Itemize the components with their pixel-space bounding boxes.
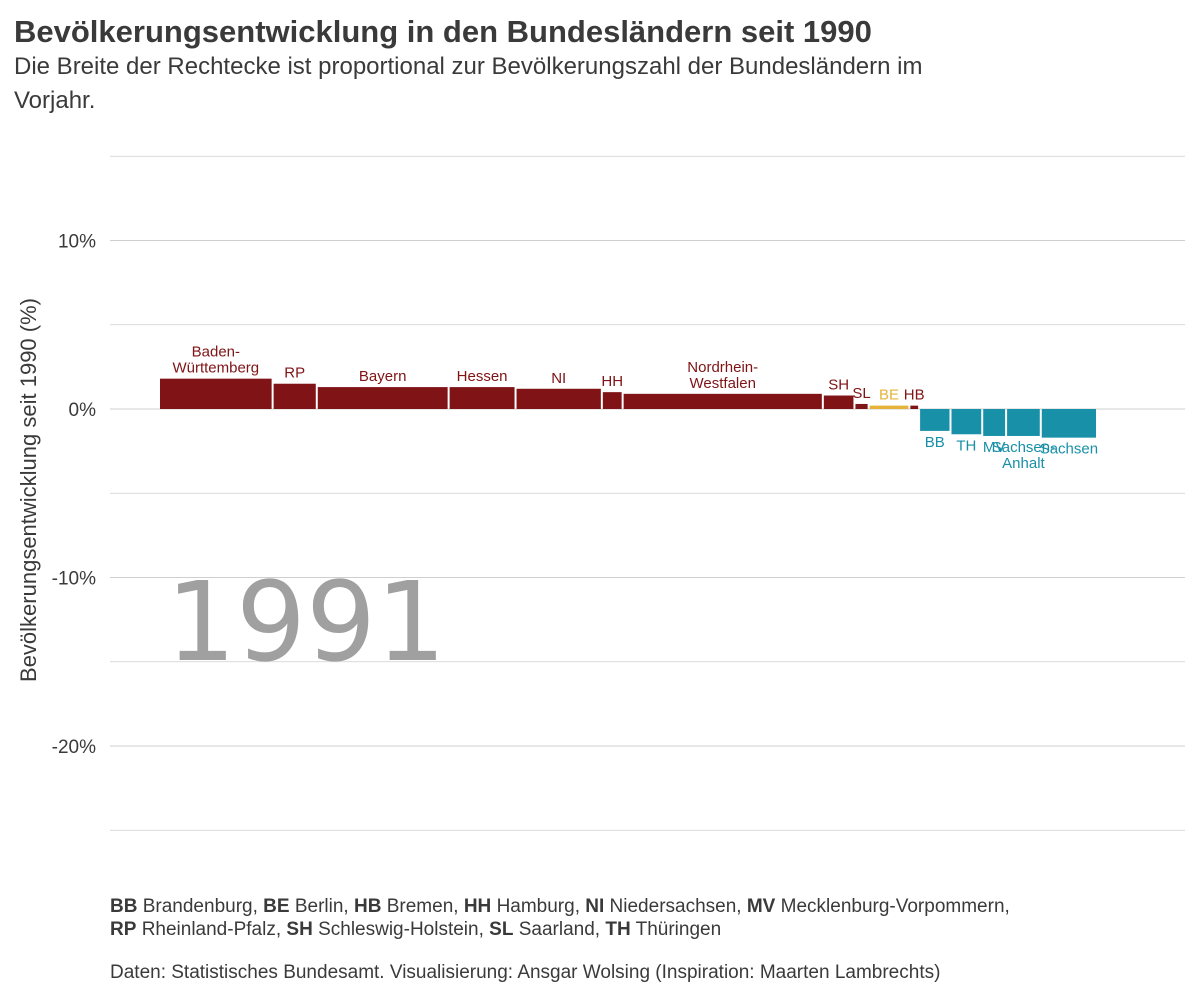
y-tick-label: 10% [58, 232, 96, 253]
y-axis-ticks: 10% 0% -10% -20% [52, 232, 96, 759]
bar-labels: Baden-Württemberg RP Bayern Hessen NI HH Nordr… [172, 344, 1098, 472]
chart-subtitle-line-1: Die Breite der Rechtecke ist proportiona… [14, 53, 922, 80]
bar-bayern [317, 387, 448, 409]
bar-label-sh: SH [828, 377, 849, 394]
bar-hessen [449, 387, 515, 409]
bars [160, 378, 1096, 438]
bar-sl [855, 403, 868, 409]
bar-be [869, 405, 909, 409]
chart-title: Bevölkerungsentwicklung in den Bundeslän… [14, 14, 872, 49]
y-tick-label: 0% [69, 400, 97, 421]
bar-hb [910, 405, 919, 409]
bar-label-be: BE [879, 387, 899, 404]
bar-label-mv: MV [983, 439, 1006, 456]
bar-label-badenwürttemberg: Baden-Württemberg [172, 344, 259, 377]
year-label: 1991 [166, 558, 446, 686]
bar-label-sachsen: Sachsen [1040, 441, 1098, 458]
bar-hh [602, 392, 622, 409]
bar-label-ni: NI [551, 370, 566, 387]
bar-label-bb: BB [925, 434, 945, 451]
gridlines [110, 155, 1185, 831]
bar-label-th: TH [956, 437, 976, 454]
bar-th [951, 409, 982, 435]
chart-subtitle-line-2: Vorjahr. [14, 87, 95, 114]
bar-sh [823, 395, 854, 409]
bar-label-nordrheinwestfalen: Nordrhein-Westfalen [687, 359, 758, 392]
bar-nordrheinwestfalen [623, 393, 822, 409]
bar-bb [920, 409, 950, 431]
bar-sachsenanhalt [1007, 409, 1040, 436]
legend-line-2: RP Rheinland-Pfalz, SH Schleswig-Holstei… [110, 919, 721, 940]
bar-label-rp: RP [284, 365, 305, 382]
bar-label-hessen: Hessen [457, 368, 508, 385]
bar-label-hh: HH [601, 373, 623, 390]
bar-label-hb: HB [904, 387, 925, 404]
bar-sachsen [1041, 409, 1096, 438]
y-tick-label: -10% [52, 569, 96, 590]
bar-mv [983, 409, 1006, 436]
bar-badenwürttemberg [160, 378, 272, 409]
bar-label-sl: SL [852, 385, 870, 402]
source-caption: Daten: Statistisches Bundesamt. Visualis… [110, 962, 940, 983]
bar-label-sachsenanhalt: Sachsen-Anhalt [992, 439, 1055, 472]
bar-label-bayern: Bayern [359, 368, 407, 385]
legend-line-1: BB Brandenburg, BE Berlin, HB Bremen, HH… [110, 896, 1010, 917]
y-tick-label: -20% [52, 737, 96, 758]
bar-rp [273, 383, 316, 409]
y-axis-title: Bevölkerungsentwicklung seit 1990 (%) [16, 298, 41, 682]
bar-ni [516, 388, 601, 409]
